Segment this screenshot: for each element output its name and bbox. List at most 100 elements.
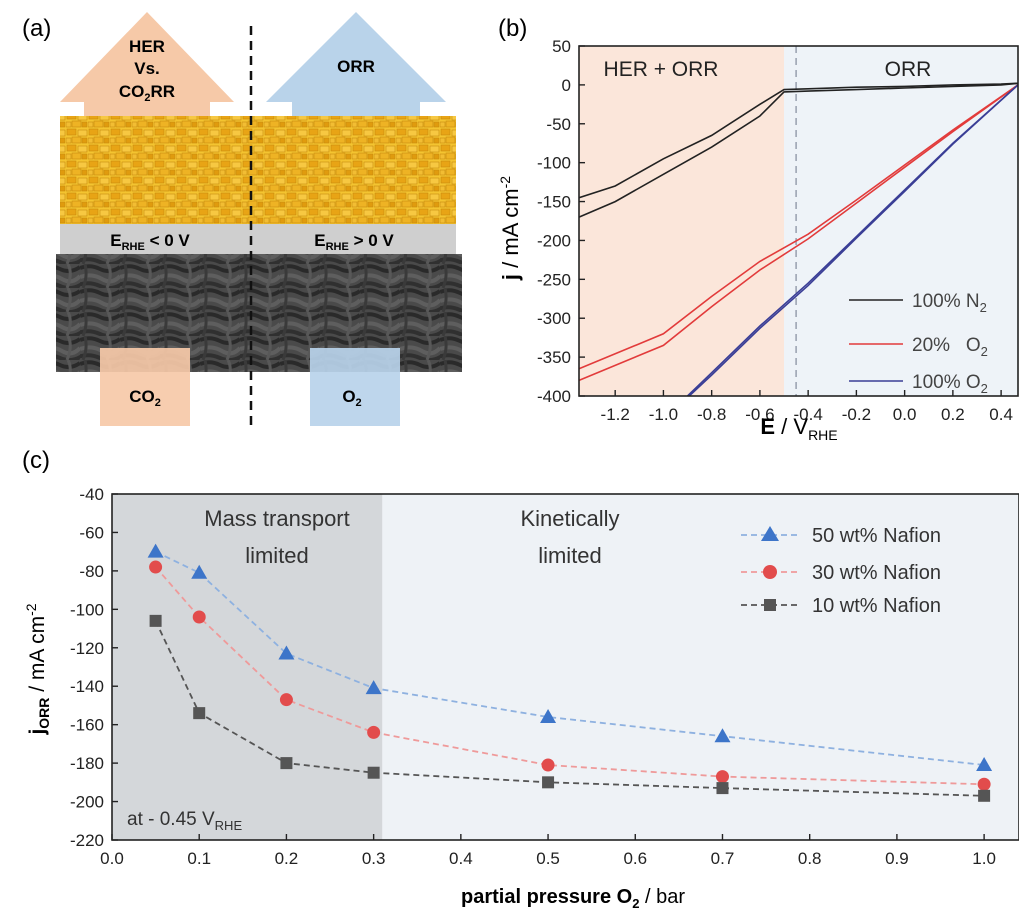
legend-label-n2: 100% N2 bbox=[912, 291, 987, 315]
b-series-0-scan-0 bbox=[579, 82, 1018, 199]
b-xtick-label-8: 0.4 bbox=[989, 405, 1013, 424]
c-point-1-4 bbox=[541, 758, 555, 772]
co2-arrow-label: CO2 bbox=[129, 387, 161, 409]
b-xtick-label-0: -1.2 bbox=[601, 405, 630, 424]
c-point-1-3 bbox=[367, 725, 381, 739]
c-ytick-label-2: -80 bbox=[79, 562, 104, 581]
b-xtick-label-6: 0.0 bbox=[893, 405, 917, 424]
b-xtick-label-1: -1.0 bbox=[649, 405, 678, 424]
legend-label-10: 10 wt% Nafion bbox=[812, 595, 941, 617]
b-xtick-label-2: -0.8 bbox=[697, 405, 726, 424]
b-ytick-label-0: 50 bbox=[552, 37, 571, 56]
c-ytick-label-0: -40 bbox=[79, 485, 104, 504]
c-point-2-3 bbox=[367, 766, 380, 779]
o2-arrow bbox=[310, 348, 400, 426]
c-point-2-0 bbox=[149, 614, 162, 627]
c-xtick-label-5: 0.5 bbox=[536, 849, 560, 868]
panel-b-ylabel: j / mA cm-2 bbox=[497, 176, 523, 281]
c-point-0-2 bbox=[278, 645, 295, 660]
her-arrow-line2: Vs. bbox=[134, 59, 160, 78]
c-point-2-1 bbox=[193, 707, 206, 720]
panel-c-legend: 50 wt% Nafion 30 wt% Nafion 10 wt% Nafio… bbox=[741, 525, 941, 617]
band-left-label: ERHE < 0 V bbox=[110, 231, 190, 253]
panel-c-ylabel: jORR / mA cm-2 bbox=[23, 603, 52, 735]
c-xtick-label-1: 0.1 bbox=[187, 849, 211, 868]
c-point-2-6 bbox=[978, 789, 991, 802]
b-xtick-label-7: 0.2 bbox=[941, 405, 965, 424]
her-arrow-line1: HER bbox=[129, 37, 165, 56]
c-point-0-4 bbox=[540, 708, 557, 723]
b-series-1-scan-0 bbox=[579, 84, 1018, 370]
c-point-1-6 bbox=[977, 777, 991, 791]
b-ytick-label-6: -250 bbox=[537, 270, 571, 289]
legend-label-30: 30 wt% Nafion bbox=[812, 562, 941, 584]
b-ytick-label-2: -50 bbox=[546, 115, 571, 134]
b-series-2-scan-1 bbox=[688, 84, 1018, 396]
c-xtick-label-7: 0.7 bbox=[711, 849, 735, 868]
legend-marker-30 bbox=[763, 565, 777, 579]
c-xtick-label-3: 0.3 bbox=[362, 849, 386, 868]
legend-label-o2-100: 100% O2 bbox=[912, 372, 988, 396]
c-xtick-label-8: 0.8 bbox=[798, 849, 822, 868]
orr-arrow-label: ORR bbox=[337, 57, 375, 76]
c-xtick-label-4: 0.4 bbox=[449, 849, 473, 868]
c-ytick-label-4: -120 bbox=[70, 639, 104, 658]
b-ytick-label-1: 0 bbox=[562, 76, 571, 95]
c-xtick-label-0: 0.0 bbox=[100, 849, 124, 868]
c-point-0-5 bbox=[714, 728, 731, 743]
c-ytick-label-1: -60 bbox=[79, 523, 104, 542]
b-shade-her-orr bbox=[579, 46, 785, 396]
panel-c-plot: 0.0 0.1 0.2 0.3 0.4 0.5 0.6 0.7 0.8 0.9 1.0 -40 -60 -… bbox=[70, 485, 1019, 868]
c-ytick-label-6: -160 bbox=[70, 716, 104, 735]
c-xtick-label-10: 1.0 bbox=[972, 849, 996, 868]
b-shade-orr bbox=[784, 46, 1018, 396]
b-ytick-label-5: -200 bbox=[537, 231, 571, 250]
c-point-0-3 bbox=[365, 680, 382, 695]
panel-c-region-left-l1: Mass transport bbox=[204, 506, 350, 531]
panel-b-label: (b) bbox=[498, 15, 527, 42]
panel-c-region-right-l2: limited bbox=[538, 543, 602, 568]
c-xtick-label-9: 0.9 bbox=[885, 849, 909, 868]
panel-c: (c) 0.0 0.1 0.2 0.3 0.4 0.5 0.6 0.7 0.8 0.9 1.0 -40… bbox=[22, 447, 1019, 911]
c-point-2-4 bbox=[542, 776, 555, 789]
legend-label-o2-20: 20% O2 bbox=[912, 335, 988, 359]
c-point-1-1 bbox=[192, 610, 206, 624]
legend-label-50: 50 wt% Nafion bbox=[812, 525, 941, 547]
c-xtick-label-6: 0.6 bbox=[623, 849, 647, 868]
b-series-0-scan-1 bbox=[579, 82, 1018, 218]
orr-arrow bbox=[266, 12, 446, 120]
b-series-1-scan-1 bbox=[579, 84, 1018, 382]
panel-a-label: (a) bbox=[22, 15, 51, 42]
b-ytick-label-4: -150 bbox=[537, 193, 571, 212]
b-ytick-label-8: -350 bbox=[537, 348, 571, 367]
b-ytick-label-9: -400 bbox=[537, 387, 571, 406]
o2-arrow-label: O2 bbox=[342, 387, 361, 409]
c-ytick-label-8: -200 bbox=[70, 793, 104, 812]
b-ytick-label-3: -100 bbox=[537, 154, 571, 173]
b-ytick-label-7: -300 bbox=[537, 309, 571, 328]
legend-marker-10 bbox=[764, 599, 776, 611]
c-point-1-2 bbox=[279, 693, 293, 707]
panel-c-region-left-l2: limited bbox=[245, 543, 309, 568]
membrane-band bbox=[60, 224, 456, 254]
b-xtick-label-4: -0.4 bbox=[793, 405, 822, 424]
panel-b-region-right: ORR bbox=[885, 58, 932, 81]
c-ytick-label-7: -180 bbox=[70, 754, 104, 773]
b-series-group bbox=[579, 82, 1018, 396]
legend-marker-50 bbox=[761, 526, 779, 541]
panel-b-region-left: HER + ORR bbox=[604, 58, 719, 81]
panel-b-plot: -1.2 -1.0 -0.8 -0.6 -0.4 -0.2 0.0 0.2 0.4 50 0 -50 -… bbox=[537, 37, 1019, 424]
b-xtick-label-3: -0.6 bbox=[745, 405, 774, 424]
panel-c-label: (c) bbox=[22, 447, 50, 474]
panel-c-note: at - 0.45 VRHE bbox=[127, 809, 242, 833]
panel-a: (a) HER Vs. CO2RR ORR ERHE < 0 V ERHE > … bbox=[22, 12, 462, 426]
c-ytick-label-9: -220 bbox=[70, 831, 104, 850]
b-frame bbox=[578, 45, 1019, 397]
her-arrow-line3: CO2RR bbox=[119, 82, 175, 104]
c-frame bbox=[111, 493, 1019, 841]
c-point-0-1 bbox=[191, 564, 208, 579]
band-right-label: ERHE > 0 V bbox=[314, 231, 394, 253]
c-xtick-label-2: 0.2 bbox=[275, 849, 299, 868]
c-ytick-label-5: -140 bbox=[70, 677, 104, 696]
